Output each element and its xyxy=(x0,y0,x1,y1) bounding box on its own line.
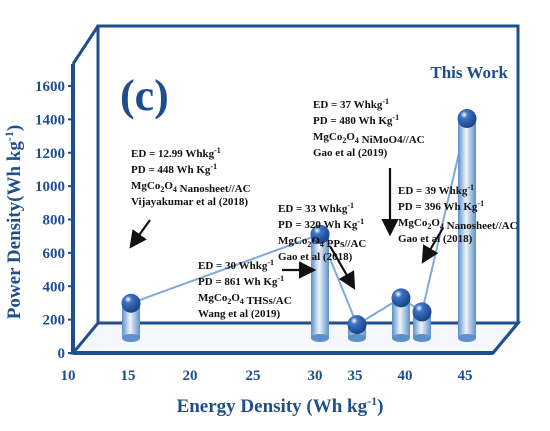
bar xyxy=(311,234,329,338)
bar-base xyxy=(458,334,476,342)
data-point-sphere xyxy=(347,315,367,335)
bar-base xyxy=(413,334,431,342)
annotation-line: Gao et al (2019) xyxy=(313,147,388,159)
bar xyxy=(392,297,410,338)
annotation-line: PD = 448 Wh Kg-1 xyxy=(131,162,217,176)
x-tick-label: 15 xyxy=(121,368,136,384)
x-tick-label: 20 xyxy=(183,368,198,384)
bars xyxy=(121,109,477,342)
annotations: ED = 12.99 Whkg-1 PD = 448 Wh Kg-1 MgCo2O4… xyxy=(129,63,518,320)
y-tick-label: 600 xyxy=(43,246,66,262)
x-axis-title: Energy Density (Wh kg-1) xyxy=(177,394,384,417)
annotation-block: ED = 39 Whkg-1 PD = 396 Wh Kg-1 MgCo2O4 Na… xyxy=(398,183,518,245)
axis-ticks: 0 200 400 600 800 1000 1200 1400 1600 10 15 20 25 30 3… xyxy=(35,79,473,384)
top-edge xyxy=(71,25,100,65)
bar-base xyxy=(122,334,140,342)
annotation-line: PD = 480 Wh Kg-1 xyxy=(313,113,399,127)
annotation-line: Gao et al (2018) xyxy=(278,251,353,263)
annotation-line: MgCo2O4 Nanosheet//AC xyxy=(398,217,518,232)
annotation-line: PD = 320 Wh Kg-1 xyxy=(278,217,364,231)
bar-base xyxy=(348,334,366,342)
annotation-block: ED = 30 Whkg-1 PD = 861 Wh Kg-1 MgCo2O4 TH… xyxy=(198,258,292,320)
data-point-sphere xyxy=(457,109,477,129)
right-edge xyxy=(491,322,520,354)
y-tick-label: 1400 xyxy=(35,112,65,128)
series-line xyxy=(130,118,468,327)
y-axis-title: Power Density(Wh kg-1) xyxy=(2,125,25,319)
x-tick-label: 40 xyxy=(398,368,413,384)
data-point-sphere xyxy=(310,224,330,244)
data-point-sphere xyxy=(391,288,411,308)
y-tick-label: 1000 xyxy=(35,179,65,195)
annotation-arrow xyxy=(329,245,356,290)
annotation-line: Wang et al (2019) xyxy=(198,308,281,320)
annotation-arrow xyxy=(129,219,151,249)
panel-label: (c) xyxy=(120,71,169,120)
annotation-line: ED = 30 Whkg-1 xyxy=(198,258,274,272)
annotation-line: ED = 39 Whkg-1 xyxy=(398,183,474,197)
annotation-line: PD = 861 Wh Kg-1 xyxy=(198,274,284,288)
bar-base xyxy=(311,334,329,342)
x-tick-label: 30 xyxy=(308,368,323,384)
y-tick-label: 200 xyxy=(43,313,66,329)
y-tick-label: 400 xyxy=(43,279,66,295)
x-tick-label: 10 xyxy=(61,368,76,384)
annotation-line: Vijayakumar et al (2018) xyxy=(131,196,248,208)
y-tick-label: 1600 xyxy=(35,79,65,95)
annotation-line: MgCo2O4 NiMoO4//AC xyxy=(313,131,425,146)
y-tick-label: 800 xyxy=(43,213,66,229)
bar xyxy=(122,303,140,338)
x-tick-label: 25 xyxy=(246,368,261,384)
annotation-line: MgCo2O4 THSs/AC xyxy=(198,292,292,307)
axis-titles: Energy Density (Wh kg-1) Power Density(Wh… xyxy=(2,71,383,417)
bar xyxy=(458,118,476,339)
data-point-sphere xyxy=(121,293,141,313)
bar-base xyxy=(392,334,410,342)
y-tick-label: 0 xyxy=(58,346,66,362)
annotation-block: ED = 12.99 Whkg-1 PD = 448 Wh Kg-1 MgCo2O4… xyxy=(131,146,251,208)
annotation-line: ED = 37 Whkg-1 xyxy=(313,97,389,111)
x-tick-label: 45 xyxy=(458,368,473,384)
annotation-line: ED = 12.99 Whkg-1 xyxy=(131,146,221,160)
annotation-arrow xyxy=(421,227,444,264)
annotation-block: ED = 37 Whkg-1 PD = 480 Wh Kg-1 MgCo2O4 Ni… xyxy=(313,97,425,159)
x-tick-label: 35 xyxy=(348,368,363,384)
this-work-label: This Work xyxy=(430,63,508,82)
annotation-line: MgCo2O4 PPs//AC xyxy=(278,235,366,250)
annotation-line: MgCo2O4 Nanosheet//AC xyxy=(131,180,251,195)
annotation-line: PD = 396 Wh Kg-1 xyxy=(398,199,484,213)
data-point-sphere xyxy=(412,302,432,322)
annotation-line: ED = 33 Whkg-1 xyxy=(278,201,354,215)
y-tick-label: 1200 xyxy=(35,146,65,162)
